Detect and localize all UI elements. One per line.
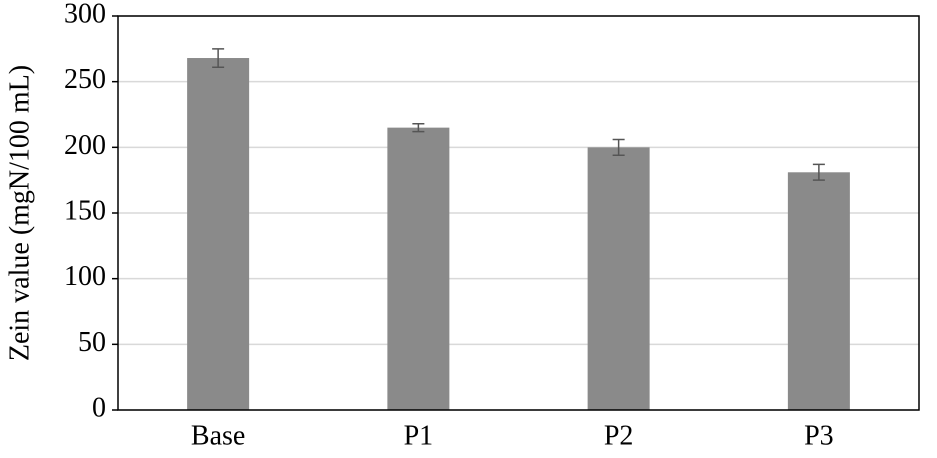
bar [587, 147, 650, 411]
y-tick-label: 300 [64, 0, 106, 29]
bar [787, 172, 850, 410]
y-axis-label: Zein value (mgN/100 mL) [4, 65, 35, 361]
x-tick-label: P1 [404, 420, 434, 451]
y-tick-label: 200 [64, 130, 106, 161]
y-tick-label: 150 [64, 195, 106, 226]
y-tick-label: 100 [64, 261, 106, 292]
y-tick-label: 50 [78, 327, 106, 358]
y-tick-label: 0 [92, 392, 106, 423]
bar [187, 58, 250, 410]
y-tick-label: 250 [64, 64, 106, 95]
error-bar [612, 138, 625, 156]
error-bar [812, 163, 825, 181]
plot-frame [117, 15, 920, 411]
x-tick-label: P3 [804, 420, 834, 451]
x-tick-label: P2 [604, 420, 634, 451]
error-bar [412, 122, 425, 133]
bar [387, 127, 450, 410]
x-tick-label: Base [191, 420, 245, 451]
error-bar [212, 48, 225, 68]
